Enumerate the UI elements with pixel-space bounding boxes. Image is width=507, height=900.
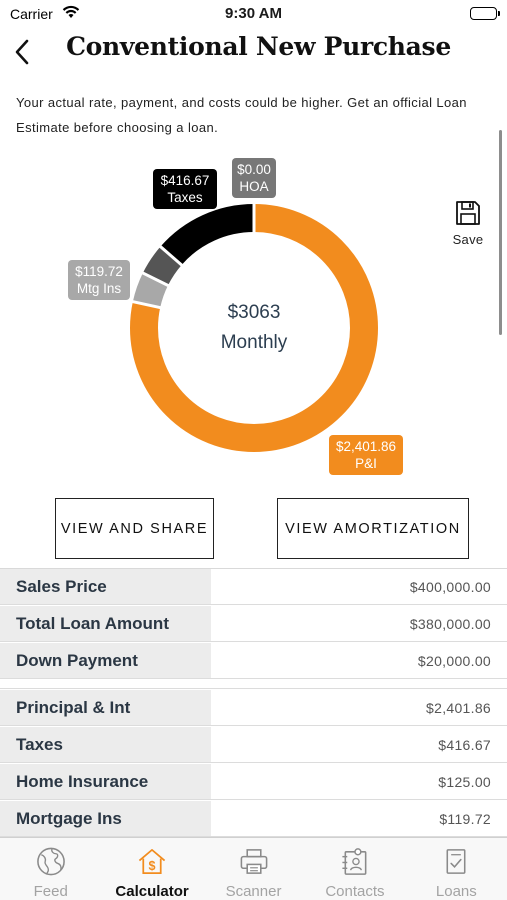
payment-donut-chart xyxy=(130,203,378,452)
tab-calculator[interactable]: $ Calculator xyxy=(101,838,202,900)
pi-callout-label: P&I xyxy=(355,456,377,471)
row-label: Home Insurance xyxy=(0,764,211,799)
contact-card-icon xyxy=(342,848,367,875)
tab-feed[interactable]: Feed xyxy=(0,838,101,900)
table-row: Home Insurance $125.00 xyxy=(0,764,507,800)
pi-callout: $2,401.86 P&I xyxy=(329,435,403,475)
taxes-callout-label: Taxes xyxy=(167,190,203,205)
page-title: Conventional New Purchase xyxy=(66,32,451,61)
save-label: Save xyxy=(452,232,484,247)
svg-text:$: $ xyxy=(149,859,156,873)
taxes-callout: $416.67 Taxes xyxy=(153,169,217,209)
row-label: Total Loan Amount xyxy=(0,606,211,641)
tab-scanner[interactable]: Scanner xyxy=(203,838,304,900)
tab-label: Loans xyxy=(435,883,477,900)
row-value: $119.72 xyxy=(439,810,491,827)
row-value: $416.67 xyxy=(438,736,491,753)
row-value: $380,000.00 xyxy=(409,615,491,632)
scrollbar[interactable] xyxy=(499,130,502,335)
mtg-ins-callout: $119.72 Mtg Ins xyxy=(68,260,130,300)
tab-label: Contacts xyxy=(325,883,385,900)
table-row: Sales Price $400,000.00 xyxy=(0,569,507,605)
table-row: Total Loan Amount $380,000.00 xyxy=(0,606,507,642)
floppy-disk-icon xyxy=(456,201,480,225)
table-row: Principal & Int $2,401.86 xyxy=(0,690,507,726)
table-row: Down Payment $20,000.00 xyxy=(0,643,507,679)
carrier-label: Carrier xyxy=(10,6,53,22)
document-check-icon xyxy=(446,849,466,874)
battery-icon xyxy=(470,7,500,20)
hoa-callout-label: HOA xyxy=(239,179,269,194)
row-label: Sales Price xyxy=(0,569,211,604)
row-value: $125.00 xyxy=(438,773,491,790)
monthly-total: $3063 xyxy=(227,302,281,323)
row-label: Principal & Int xyxy=(0,690,211,725)
status-bar: Carrier 9:30 AM xyxy=(0,0,507,28)
mtg-ins-callout-label: Mtg Ins xyxy=(76,281,122,296)
wifi-icon xyxy=(62,5,80,24)
tab-bar: Feed $ Calculator Scanner Contacts xyxy=(0,837,507,900)
donut-separator xyxy=(141,271,170,288)
table-row: Mortgage Ins $119.72 xyxy=(0,801,507,837)
view-amortization-button[interactable]: VIEW AMORTIZATION xyxy=(277,498,469,559)
table-group-separator xyxy=(0,679,507,689)
tab-label: Scanner xyxy=(225,883,282,900)
tab-label: Feed xyxy=(33,883,68,900)
house-dollar-icon: $ xyxy=(138,849,166,874)
hoa-callout-amount: $0.00 xyxy=(237,162,271,177)
save-button[interactable]: Save xyxy=(447,200,489,247)
row-label: Taxes xyxy=(0,727,211,762)
pi-callout-amount: $2,401.86 xyxy=(335,439,397,454)
disclaimer-text: Your actual rate, payment, and costs cou… xyxy=(16,95,467,135)
clock: 9:30 AM xyxy=(225,5,282,22)
row-label: Mortgage Ins xyxy=(0,801,211,836)
view-and-share-button[interactable]: VIEW AND SHARE xyxy=(55,498,214,559)
row-value: $2,401.86 xyxy=(426,699,491,716)
tab-contacts[interactable]: Contacts xyxy=(304,838,405,900)
row-value: $20,000.00 xyxy=(417,652,491,669)
tab-loans[interactable]: Loans xyxy=(406,838,507,900)
table-divider xyxy=(0,568,507,569)
chevron-left-icon xyxy=(15,39,29,65)
globe-icon xyxy=(36,847,65,876)
tab-label: Calculator xyxy=(115,883,189,900)
row-label: Down Payment xyxy=(0,643,211,678)
donut-separator xyxy=(131,299,162,310)
table-row: Taxes $416.67 xyxy=(0,727,507,763)
hoa-callout: $0.00 HOA xyxy=(232,158,276,198)
mtg-ins-callout-amount: $119.72 xyxy=(75,264,123,279)
monthly-label: Monthly xyxy=(220,332,288,353)
back-button[interactable] xyxy=(10,34,36,70)
taxes-callout-amount: $416.67 xyxy=(160,173,210,188)
row-value: $400,000.00 xyxy=(409,578,491,595)
donut-separator xyxy=(158,244,184,267)
printer-icon xyxy=(240,849,267,874)
